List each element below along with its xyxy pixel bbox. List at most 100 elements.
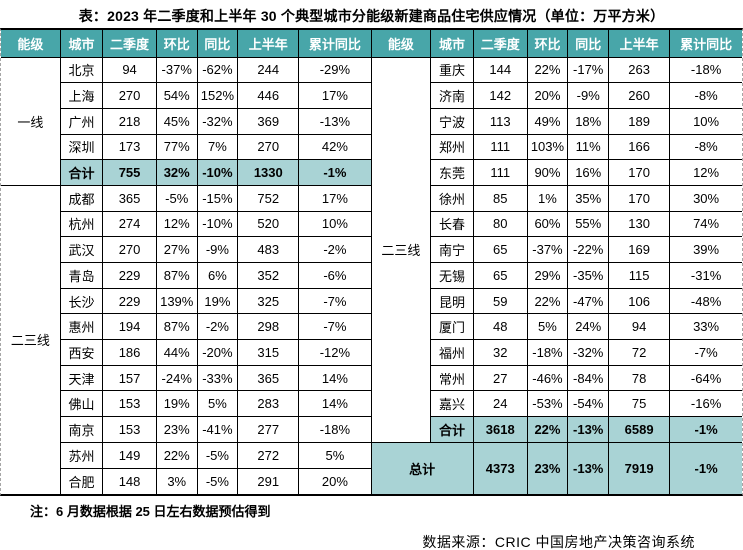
header-q2: 二季度 — [102, 30, 157, 58]
cell-q2: 149 — [102, 441, 157, 469]
cell-h1: 352 — [237, 262, 300, 289]
cell-yoy: -41% — [196, 416, 239, 443]
cell-h1: 446 — [237, 82, 300, 109]
cell-qoq: 54% — [155, 82, 198, 109]
cell-cum-yoy: 42% — [298, 133, 372, 161]
cell-yoy: 19% — [196, 287, 239, 315]
table-row: 南京 153 23% -41% 277 -18% — [1, 416, 372, 443]
cell-cum-yoy: 10% — [298, 210, 372, 238]
cell-yoy: 55% — [567, 210, 610, 238]
cell-yoy: -20% — [196, 339, 239, 366]
cell-city: 北京 — [59, 56, 104, 84]
cell-h1: 369 — [237, 107, 300, 135]
cell-cum-yoy: -6% — [298, 262, 372, 289]
cell-city: 武汉 — [60, 236, 104, 263]
cell-yoy: -5% — [196, 441, 239, 469]
table-row: 一线 北京 94 -37% -62% 244 -29% — [1, 56, 372, 186]
cell-yoy: 35% — [567, 184, 610, 212]
cell-h1: 170 — [608, 184, 671, 212]
cell-city: 佛山 — [60, 390, 104, 418]
table-row: 东莞 111 90% 16% 170 12% — [372, 159, 742, 186]
table-title: 表：2023 年二季度和上半年 30 个典型城市分能级新建商品住宅供应情况（单位… — [78, 8, 665, 24]
cell-h1: 244 — [237, 56, 300, 84]
cell-q2: 173 — [102, 133, 157, 161]
cell-city: 宁波 — [430, 107, 474, 135]
cell-yoy: -13% — [567, 441, 610, 494]
cell-yoy: -2% — [196, 313, 239, 341]
cell-cum-yoy: -2% — [298, 236, 372, 263]
cell-h1: 272 — [237, 441, 300, 469]
tier-cell: 一线 — [1, 56, 61, 186]
cell-h1: 166 — [608, 133, 671, 161]
cell-city: 合计 — [60, 159, 104, 186]
cell-cum-yoy: 74% — [669, 210, 742, 238]
cell-h1: 94 — [608, 313, 671, 341]
cell-yoy: -5% — [196, 467, 239, 494]
header-h1: 上半年 — [237, 30, 300, 58]
cell-h1: 298 — [237, 313, 300, 341]
cell-city: 青岛 — [60, 262, 104, 289]
cell-city: 天津 — [60, 364, 104, 392]
cell-qoq: 139% — [155, 287, 198, 315]
cell-q2: 274 — [102, 210, 157, 238]
cell-cum-yoy: -16% — [669, 390, 742, 418]
cell-q2: 229 — [102, 287, 157, 315]
cell-q2: 65 — [472, 236, 528, 263]
table-row: 青岛 229 87% 6% 352 -6% — [1, 262, 372, 289]
header-city: 城市 — [59, 30, 104, 58]
cell-qoq: 23% — [526, 441, 569, 494]
cell-yoy: -10% — [196, 210, 239, 238]
cell-cum-yoy: -1% — [669, 416, 742, 443]
cell-q2: 85 — [472, 184, 528, 212]
cell-qoq: 87% — [155, 262, 198, 289]
cell-qoq: 32% — [155, 159, 198, 186]
table-row: 嘉兴 24 -53% -54% 75 -16% — [372, 390, 742, 418]
cell-qoq: 22% — [526, 416, 569, 443]
header-qoq: 环比 — [155, 30, 198, 58]
cell-yoy: 7% — [196, 133, 239, 161]
cell-yoy: -33% — [196, 364, 239, 392]
table-row: 福州 32 -18% -32% 72 -7% — [372, 339, 742, 366]
cell-city: 福州 — [430, 339, 474, 366]
cell-yoy: -62% — [196, 56, 239, 84]
grand-total-label: 总计 — [371, 441, 474, 494]
cell-qoq: 77% — [155, 133, 198, 161]
cell-qoq: 90% — [526, 159, 569, 186]
cell-yoy: -32% — [196, 107, 239, 135]
header-cum-yoy: 累计同比 — [298, 30, 372, 58]
cell-qoq: 27% — [155, 236, 198, 263]
cell-qoq: 87% — [155, 313, 198, 341]
cell-city: 东莞 — [430, 159, 474, 186]
supply-table-left: 能级 城市 二季度 环比 同比 上半年 累计同比 一线 北京 94 -37% -62% 244 -29%… — [1, 30, 372, 494]
cell-city: 长春 — [430, 210, 474, 238]
cell-h1: 315 — [237, 339, 300, 366]
table-row: 合肥 148 3% -5% 291 20% — [1, 467, 372, 494]
cell-q2: 144 — [472, 56, 528, 84]
cell-qoq: -46% — [526, 364, 569, 392]
cell-h1: 6589 — [608, 416, 671, 443]
cell-qoq: 23% — [155, 416, 198, 443]
cell-city: 惠州 — [60, 313, 104, 341]
cell-cum-yoy: -8% — [669, 82, 742, 109]
cell-q2: 755 — [102, 159, 157, 186]
cell-yoy: 5% — [196, 390, 239, 418]
cell-city: 南宁 — [430, 236, 474, 263]
cell-h1: 270 — [237, 133, 300, 161]
table-row: 苏州 149 22% -5% 272 5% — [1, 441, 372, 469]
cell-city: 常州 — [430, 364, 474, 392]
cell-cum-yoy: -12% — [298, 339, 372, 366]
header-tier: 能级 — [371, 30, 432, 58]
cell-yoy: -13% — [567, 416, 610, 443]
cell-yoy: 18% — [567, 107, 610, 135]
cell-yoy: -10% — [196, 159, 239, 186]
table-row: 宁波 113 49% 18% 189 10% — [372, 107, 742, 135]
cell-q2: 218 — [102, 107, 157, 135]
header-yoy: 同比 — [567, 30, 610, 58]
cell-cum-yoy: -1% — [298, 159, 372, 186]
cell-qoq: 3% — [155, 467, 198, 494]
cell-q2: 157 — [102, 364, 157, 392]
cell-city: 无锡 — [430, 262, 474, 289]
cell-city: 长沙 — [60, 287, 104, 315]
cell-q2: 142 — [472, 82, 528, 109]
cell-city: 南京 — [60, 416, 104, 443]
